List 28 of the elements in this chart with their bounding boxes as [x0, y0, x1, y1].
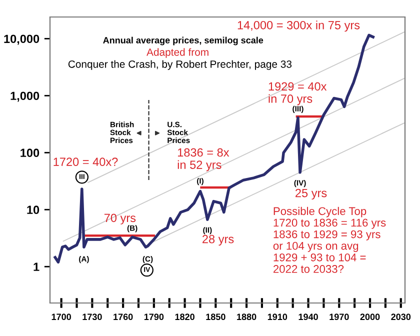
x-tick-label: 2000	[360, 314, 380, 320]
annotation: 14,000 = 300x in 75 yrs	[238, 20, 360, 32]
annotation: 28 yrs	[202, 234, 234, 246]
x-tick-label: 1850	[206, 314, 226, 320]
annotation: 1929 = 40x in 70 yrs	[268, 82, 327, 106]
x-tick-label: 1940	[298, 314, 318, 320]
y-tick-label: 1	[34, 262, 40, 271]
y-tick-label: 10,000	[4, 34, 40, 45]
y-tick-label: 1,000	[10, 92, 40, 102]
x-tick-label: 1970	[330, 314, 349, 320]
x-tick-label: 1760	[114, 314, 133, 320]
x-tick-label: 1880	[237, 314, 256, 320]
annotation: 1836 = 8x in 52 yrs	[178, 148, 230, 172]
y-tick-label: 10	[27, 206, 40, 214]
annotation: 25 yrs	[296, 188, 327, 200]
y-tick-label: 100	[20, 148, 40, 158]
annotation: Conquer the Crash, by Robert Prechter, page 33	[68, 60, 292, 70]
x-tick-label: 1910	[268, 314, 288, 320]
x-tick-label: 1700	[52, 314, 71, 320]
x-tick-label: 1730	[82, 314, 102, 320]
x-tick-label: 2030	[391, 314, 411, 320]
x-tick-label: 1790	[144, 314, 164, 320]
text: Annual average prices, semilog scale	[103, 36, 264, 46]
annotation: Possible Cycle Top 1720 to 1836 = 116 yrs 1836 to 1929 = 93 yrs or 104 yrs on avg 1929 + 93 to 104 = 2022 to 2033?	[273, 206, 386, 273]
text: Adapted from	[146, 48, 208, 58]
x-tick-label: 1820	[175, 314, 194, 320]
annotation: 70 yrs	[104, 214, 136, 224]
annotation: 1720 = 40x?	[54, 158, 118, 166]
